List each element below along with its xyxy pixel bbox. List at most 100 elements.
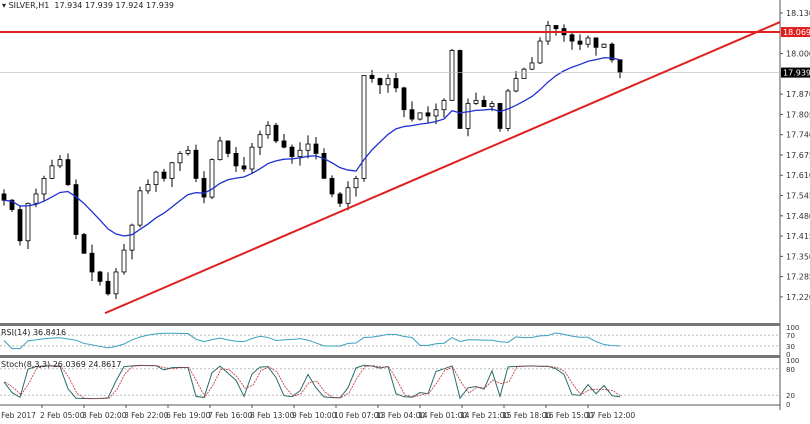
candle [113, 271, 119, 295]
candle [137, 190, 143, 226]
rsi-level-label: 70 [786, 332, 795, 340]
price-tick-label: 17.740 [786, 131, 810, 140]
candle [241, 165, 247, 170]
time-label: 7 Feb 16:00 [208, 411, 253, 420]
candle [489, 103, 495, 108]
candle [121, 249, 127, 273]
rsi-level-label: 30 [786, 343, 795, 351]
candle [209, 159, 215, 198]
candle [521, 68, 527, 79]
candle [353, 177, 359, 189]
candle [129, 224, 135, 251]
rsi-level-label: 100 [786, 324, 799, 332]
candle [25, 202, 31, 242]
candle [545, 25, 551, 42]
candle [321, 152, 327, 179]
symbol-label: SILVER,H1 [8, 1, 50, 10]
time-label: 3 Feb 02:00 [82, 411, 127, 420]
time-label: 9 Feb 10:00 [292, 411, 337, 420]
candle [177, 152, 183, 164]
stoch-level-label: 0 [786, 401, 790, 409]
candle [465, 103, 471, 129]
dropdown-icon[interactable]: ▾ [2, 1, 9, 10]
stoch-level-label: 100 [786, 357, 799, 365]
time-label: 14 Feb 01:00 [418, 411, 467, 420]
candle [305, 143, 311, 151]
stoch-signal-line [4, 365, 622, 400]
stoch-label: Stoch(8,3,3) 26.0369 24.8617 [1, 360, 121, 369]
candle [217, 140, 223, 161]
candle [49, 165, 55, 179]
time-label: 2 Feb 05:00 [40, 411, 85, 420]
time-label: 16 Feb 15:00 [544, 411, 593, 420]
candle [385, 78, 391, 86]
moving-average-line [3, 57, 621, 237]
candle [33, 193, 39, 204]
rsi-line [3, 332, 621, 350]
candle [281, 140, 287, 148]
time-label: 17 Feb 12:00 [586, 411, 635, 420]
candle [9, 199, 15, 210]
candle [161, 171, 167, 179]
candle [609, 43, 615, 61]
price-tick-label: 17.610 [786, 171, 810, 180]
candle [457, 50, 463, 129]
candle [417, 112, 423, 120]
candle [513, 78, 519, 92]
candle [145, 184, 151, 192]
candle [481, 99, 487, 108]
price-tick-label: 17.285 [786, 273, 810, 282]
candle [593, 37, 599, 48]
candle [569, 34, 575, 42]
candle [273, 124, 279, 142]
candle [1, 193, 7, 201]
rsi-label: RSI(14) 36.8416 [1, 328, 66, 337]
candle [17, 209, 23, 242]
candle [361, 75, 367, 179]
candle [337, 193, 343, 204]
time-label: 13 Feb 04:00 [376, 411, 425, 420]
candle [425, 112, 431, 117]
candle [73, 184, 79, 235]
candle [169, 162, 175, 179]
candle [249, 146, 255, 170]
price-tick-label: 17.675 [786, 151, 810, 160]
resistance-price-label: 18.069 [783, 28, 810, 37]
rsi-level-label: 0 [786, 351, 790, 359]
candle [313, 143, 319, 154]
candle [65, 159, 71, 185]
time-label: 14 Feb 21:00 [460, 411, 509, 420]
candle [497, 103, 503, 129]
price-tick-label: 17.350 [786, 252, 810, 261]
current-price-label: 17.939 [783, 69, 810, 78]
time-label: 3 Feb 22:00 [124, 411, 169, 420]
candle [81, 234, 87, 254]
candle [553, 25, 559, 29]
time-label: 10 Feb 07:00 [334, 411, 383, 420]
candle [441, 99, 447, 111]
candle [105, 280, 111, 295]
pane-separator [0, 355, 780, 358]
candle [257, 134, 263, 148]
candle [377, 78, 383, 86]
candle [329, 177, 335, 195]
candle [577, 40, 583, 45]
chart-header: ▾ SILVER,H1 17.934 17.939 17.924 17.939 [2, 1, 174, 10]
candle [449, 50, 455, 101]
price-tick-label: 17.480 [786, 212, 810, 221]
current-price-tag [781, 67, 810, 78]
candle [289, 146, 295, 157]
candle [617, 59, 623, 73]
candle [369, 75, 375, 79]
stoch-level-label: 80 [786, 366, 795, 374]
ohlc-values: 17.934 17.939 17.924 17.939 [54, 1, 175, 10]
candle [41, 177, 47, 195]
candle [409, 109, 415, 120]
price-tick-label: 17.415 [786, 232, 810, 241]
candle [57, 159, 63, 167]
candle [97, 271, 103, 282]
resistance-price-tag [781, 27, 810, 38]
candle [89, 252, 95, 273]
candle [401, 87, 407, 111]
